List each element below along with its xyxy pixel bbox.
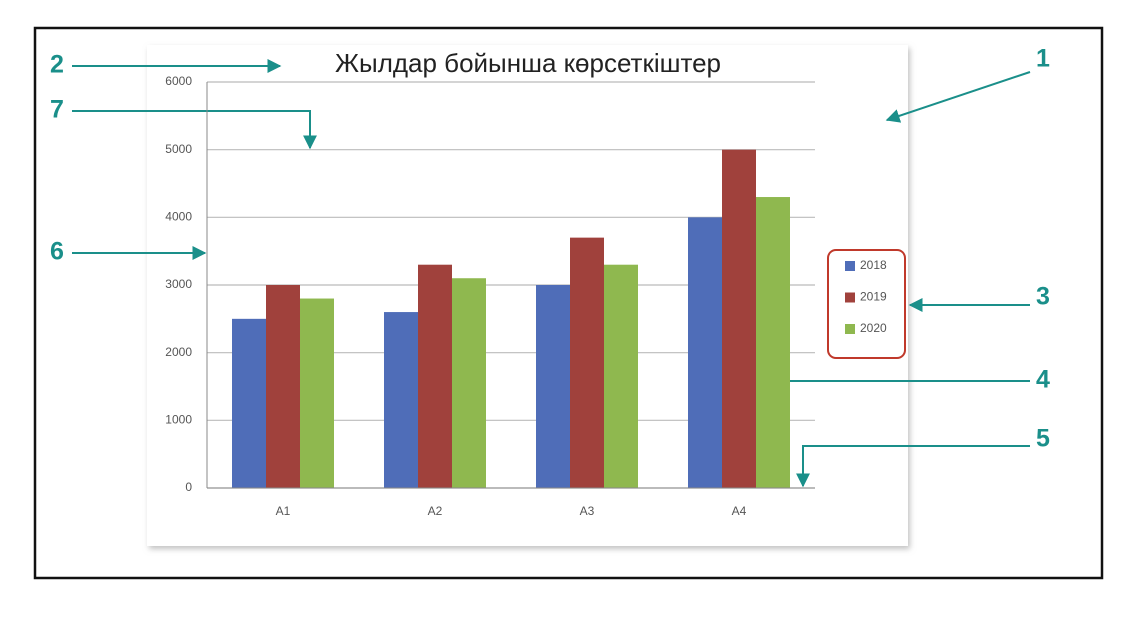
legend-label: 2020 <box>860 321 887 335</box>
bar <box>688 217 722 489</box>
bar <box>722 149 756 488</box>
bar <box>418 264 452 488</box>
legend-swatch <box>845 292 855 303</box>
y-tick-label: 2000 <box>165 345 192 359</box>
callout-number: 3 <box>1036 283 1050 311</box>
y-tick-label: 4000 <box>165 210 192 224</box>
callout-number: 4 <box>1036 366 1050 394</box>
callout-number: 2 <box>50 51 64 79</box>
bar <box>452 278 486 488</box>
legend-label: 2018 <box>860 258 887 272</box>
y-tick-label: 3000 <box>165 277 192 291</box>
y-tick-label: 1000 <box>165 413 192 427</box>
bar <box>232 318 266 488</box>
x-tick-label: A2 <box>428 504 443 518</box>
legend-swatch <box>845 261 855 271</box>
callout-number: 6 <box>50 238 64 266</box>
y-tick-label: 6000 <box>165 74 192 88</box>
callout-number: 5 <box>1036 425 1050 453</box>
legend-label: 2019 <box>860 290 887 304</box>
x-tick-label: A4 <box>732 504 747 518</box>
legend-swatch <box>845 324 855 334</box>
x-tick-label: A1 <box>276 504 291 518</box>
y-tick-label: 5000 <box>165 142 192 156</box>
bar <box>604 264 638 488</box>
x-tick-label: A3 <box>580 504 595 518</box>
bar <box>536 285 570 488</box>
callout-number: 1 <box>1036 45 1050 73</box>
chart-title: Жылдар бойынша көрсеткіштер <box>335 48 721 78</box>
bar <box>756 197 790 489</box>
bar <box>266 285 300 488</box>
bar <box>570 237 604 488</box>
y-tick-label: 0 <box>185 480 192 494</box>
callout-number: 7 <box>50 96 64 124</box>
bar <box>300 298 334 488</box>
bar <box>384 312 418 488</box>
